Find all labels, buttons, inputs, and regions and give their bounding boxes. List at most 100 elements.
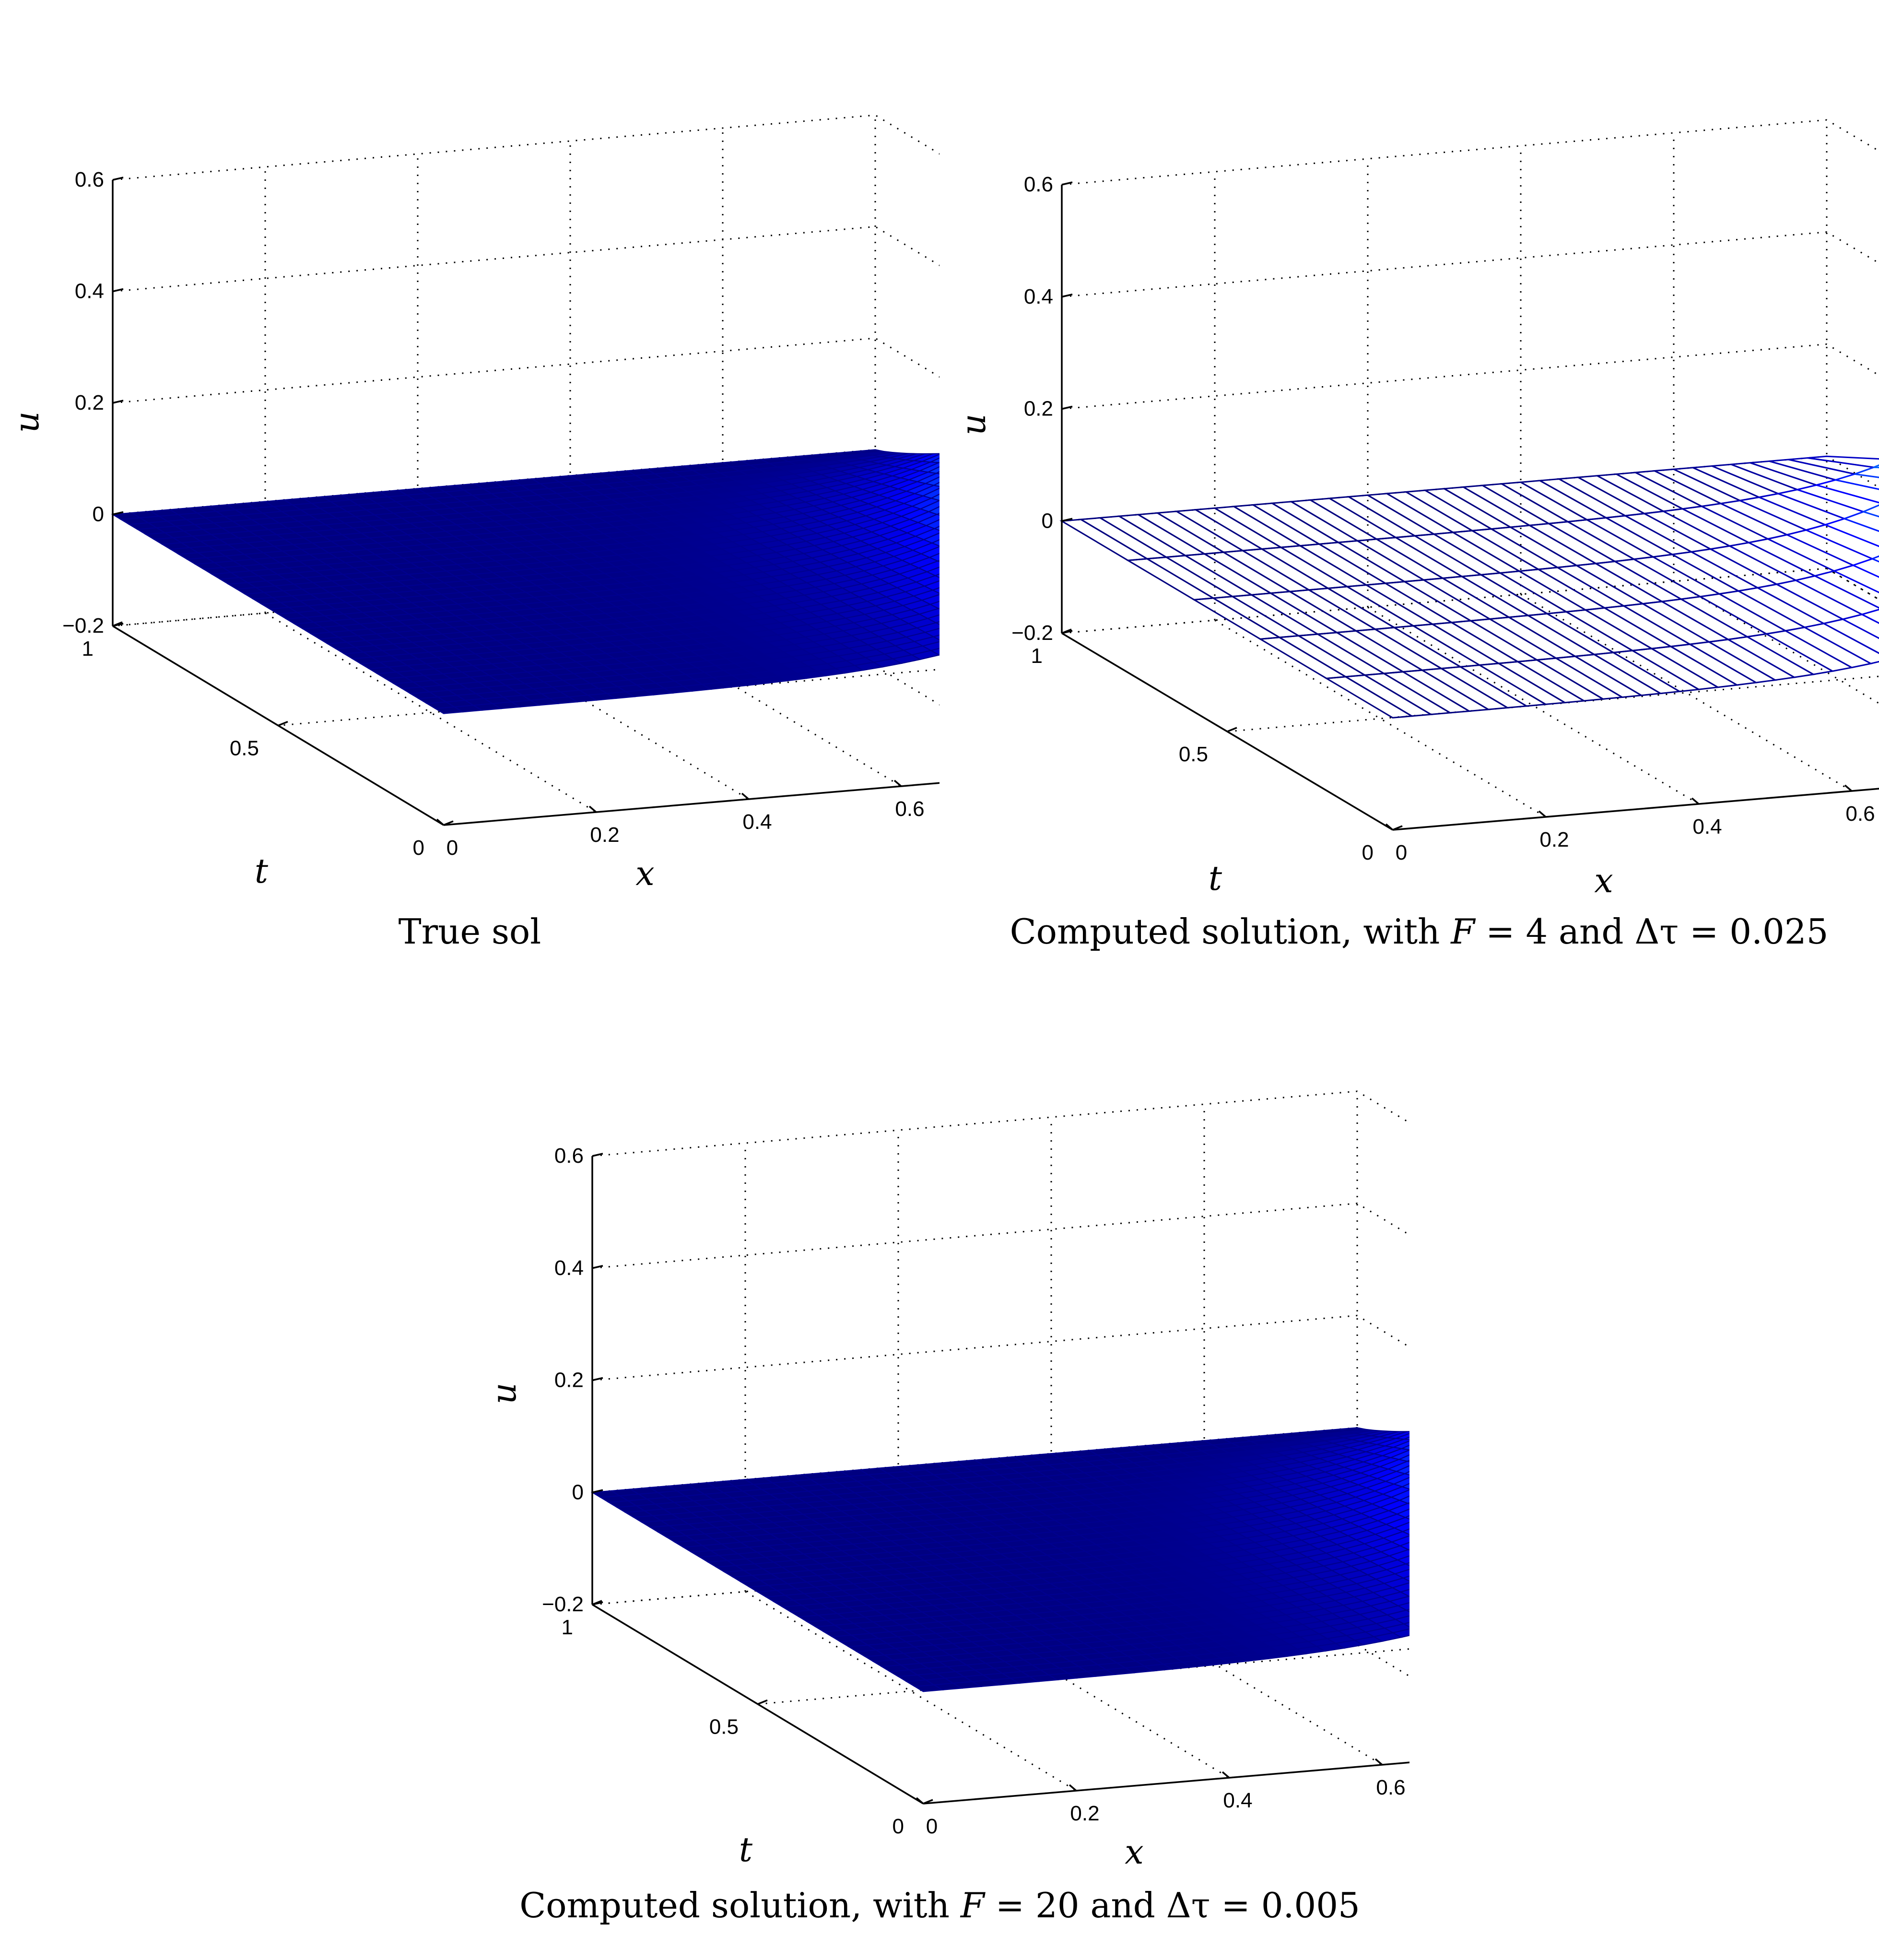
surface-mesh-line: [1604, 515, 1694, 555]
surface-mesh-line: [1595, 473, 1685, 512]
z-tick: [1061, 405, 1073, 410]
surface-mesh-line: [1555, 565, 1645, 607]
surface-mesh-line: [1823, 518, 1879, 547]
surface-patch: [920, 594, 940, 605]
surface-mesh-line: [1526, 613, 1616, 655]
x-tick: [741, 792, 750, 800]
surface-mesh-line: [1679, 596, 1769, 638]
x-axis-label: x: [1594, 861, 1613, 900]
caption-f-value: 20: [1035, 1885, 1080, 1925]
z-tick-label: 0: [93, 503, 104, 526]
grid-line: [1061, 119, 1879, 186]
surface-patch: [924, 476, 940, 486]
surface-patch: [922, 454, 940, 463]
surface-mesh-line: [1746, 538, 1836, 577]
x-tick-label: 0.4: [742, 810, 772, 834]
surface-mesh-line: [1630, 648, 1720, 690]
caption-equals: =: [1475, 911, 1526, 952]
x-tick: [893, 779, 902, 787]
surface-patch: [926, 567, 940, 577]
x-tick: [1385, 823, 1394, 831]
x-tick: [436, 818, 445, 826]
x-axis: [1392, 788, 1879, 831]
surface-mesh-line: [1731, 462, 1819, 491]
surface-mesh-line: [1727, 542, 1817, 581]
caption-f-value: 4: [1526, 911, 1548, 952]
surface-mesh-line: [1517, 568, 1607, 611]
surface-patch: [1396, 1555, 1409, 1565]
surface-mesh-line: [1712, 463, 1800, 495]
surface-mesh-line: [1802, 623, 1879, 664]
z-tick: [1061, 181, 1073, 186]
t-tick-label: 0: [893, 1815, 904, 1838]
surface-mesh-line: [1498, 570, 1588, 613]
caption-equals: =: [984, 1885, 1035, 1925]
surface-patch: [919, 500, 940, 512]
surface-mesh-line: [1854, 466, 1879, 478]
t-tick-label: 0.5: [1179, 743, 1208, 766]
t-tick-label: 1: [562, 1616, 573, 1639]
surface-mesh-line: [1592, 651, 1682, 695]
grid-line: [1061, 231, 1879, 298]
surface-mesh-line: [1612, 558, 1703, 600]
z-tick-label: 0.2: [75, 391, 104, 414]
surface-mesh-line: [1651, 554, 1741, 595]
surface-mesh-line: [1668, 643, 1759, 686]
surface-mesh-line: [1574, 563, 1665, 605]
surface-patch: [1398, 1495, 1409, 1504]
z-tick: [592, 1489, 603, 1493]
surface-mesh-line: [1593, 560, 1683, 602]
surface-mesh-line: [1785, 529, 1875, 567]
caption-dtau-value: 0.025: [1729, 911, 1829, 952]
z-tick-label: 0.6: [1024, 173, 1053, 196]
surface-mesh-line: [1764, 630, 1854, 672]
caption-equals: =: [1679, 911, 1730, 952]
surface-patch: [1395, 1465, 1409, 1475]
surface-mesh-line: [1508, 524, 1598, 567]
grid-line: [592, 1203, 1409, 1269]
t-tick: [757, 1699, 768, 1705]
t-tick: [443, 820, 454, 826]
t-tick: [592, 1600, 602, 1606]
surface-mesh-line: [1489, 526, 1579, 568]
surface-patch: [928, 601, 940, 609]
surface-mesh-line: [1518, 480, 1609, 521]
surface-patch: [931, 587, 940, 594]
t-tick: [1227, 727, 1237, 732]
surface-mesh-line: [1690, 465, 1781, 498]
surface-mesh-line: [1783, 626, 1873, 669]
surface-patch: [934, 621, 940, 626]
surface-patch: [1406, 1502, 1409, 1505]
surface-patch: [930, 457, 940, 463]
surface-patch: [1399, 1589, 1409, 1597]
surface-mesh-line: [1708, 545, 1798, 585]
surface-patch: [921, 641, 940, 651]
surface-mesh-line: [1737, 496, 1828, 531]
x-tick: [588, 805, 597, 813]
surface-patch: [1403, 1471, 1409, 1476]
surface-mesh-line: [1870, 555, 1879, 563]
t-tick: [112, 621, 123, 627]
grid-line: [1214, 619, 1546, 818]
caption-dtau-value: 0.005: [1261, 1885, 1360, 1925]
surface-patch: [937, 461, 940, 463]
surface-mesh-line: [1649, 646, 1739, 688]
surface-patch: [1397, 1602, 1409, 1611]
caption-prefix: Computed solution, with: [519, 1885, 961, 1925]
surface-mesh-line: [1842, 511, 1879, 532]
surface-mesh-line: [1527, 522, 1618, 565]
surface-patch: [1389, 1449, 1409, 1460]
surface-mesh-line: [1575, 475, 1666, 515]
surface-mesh-line: [1774, 579, 1864, 620]
surface-patch: [924, 627, 940, 638]
surface-patch: [932, 482, 940, 487]
surface-patch: [1390, 1535, 1409, 1547]
z-tick-label: −0.2: [62, 614, 104, 638]
t-axis-label: t: [739, 1830, 753, 1869]
caption-symbol-f: F: [960, 1885, 985, 1925]
t-tick: [1061, 628, 1072, 634]
grid-line: [112, 225, 940, 292]
